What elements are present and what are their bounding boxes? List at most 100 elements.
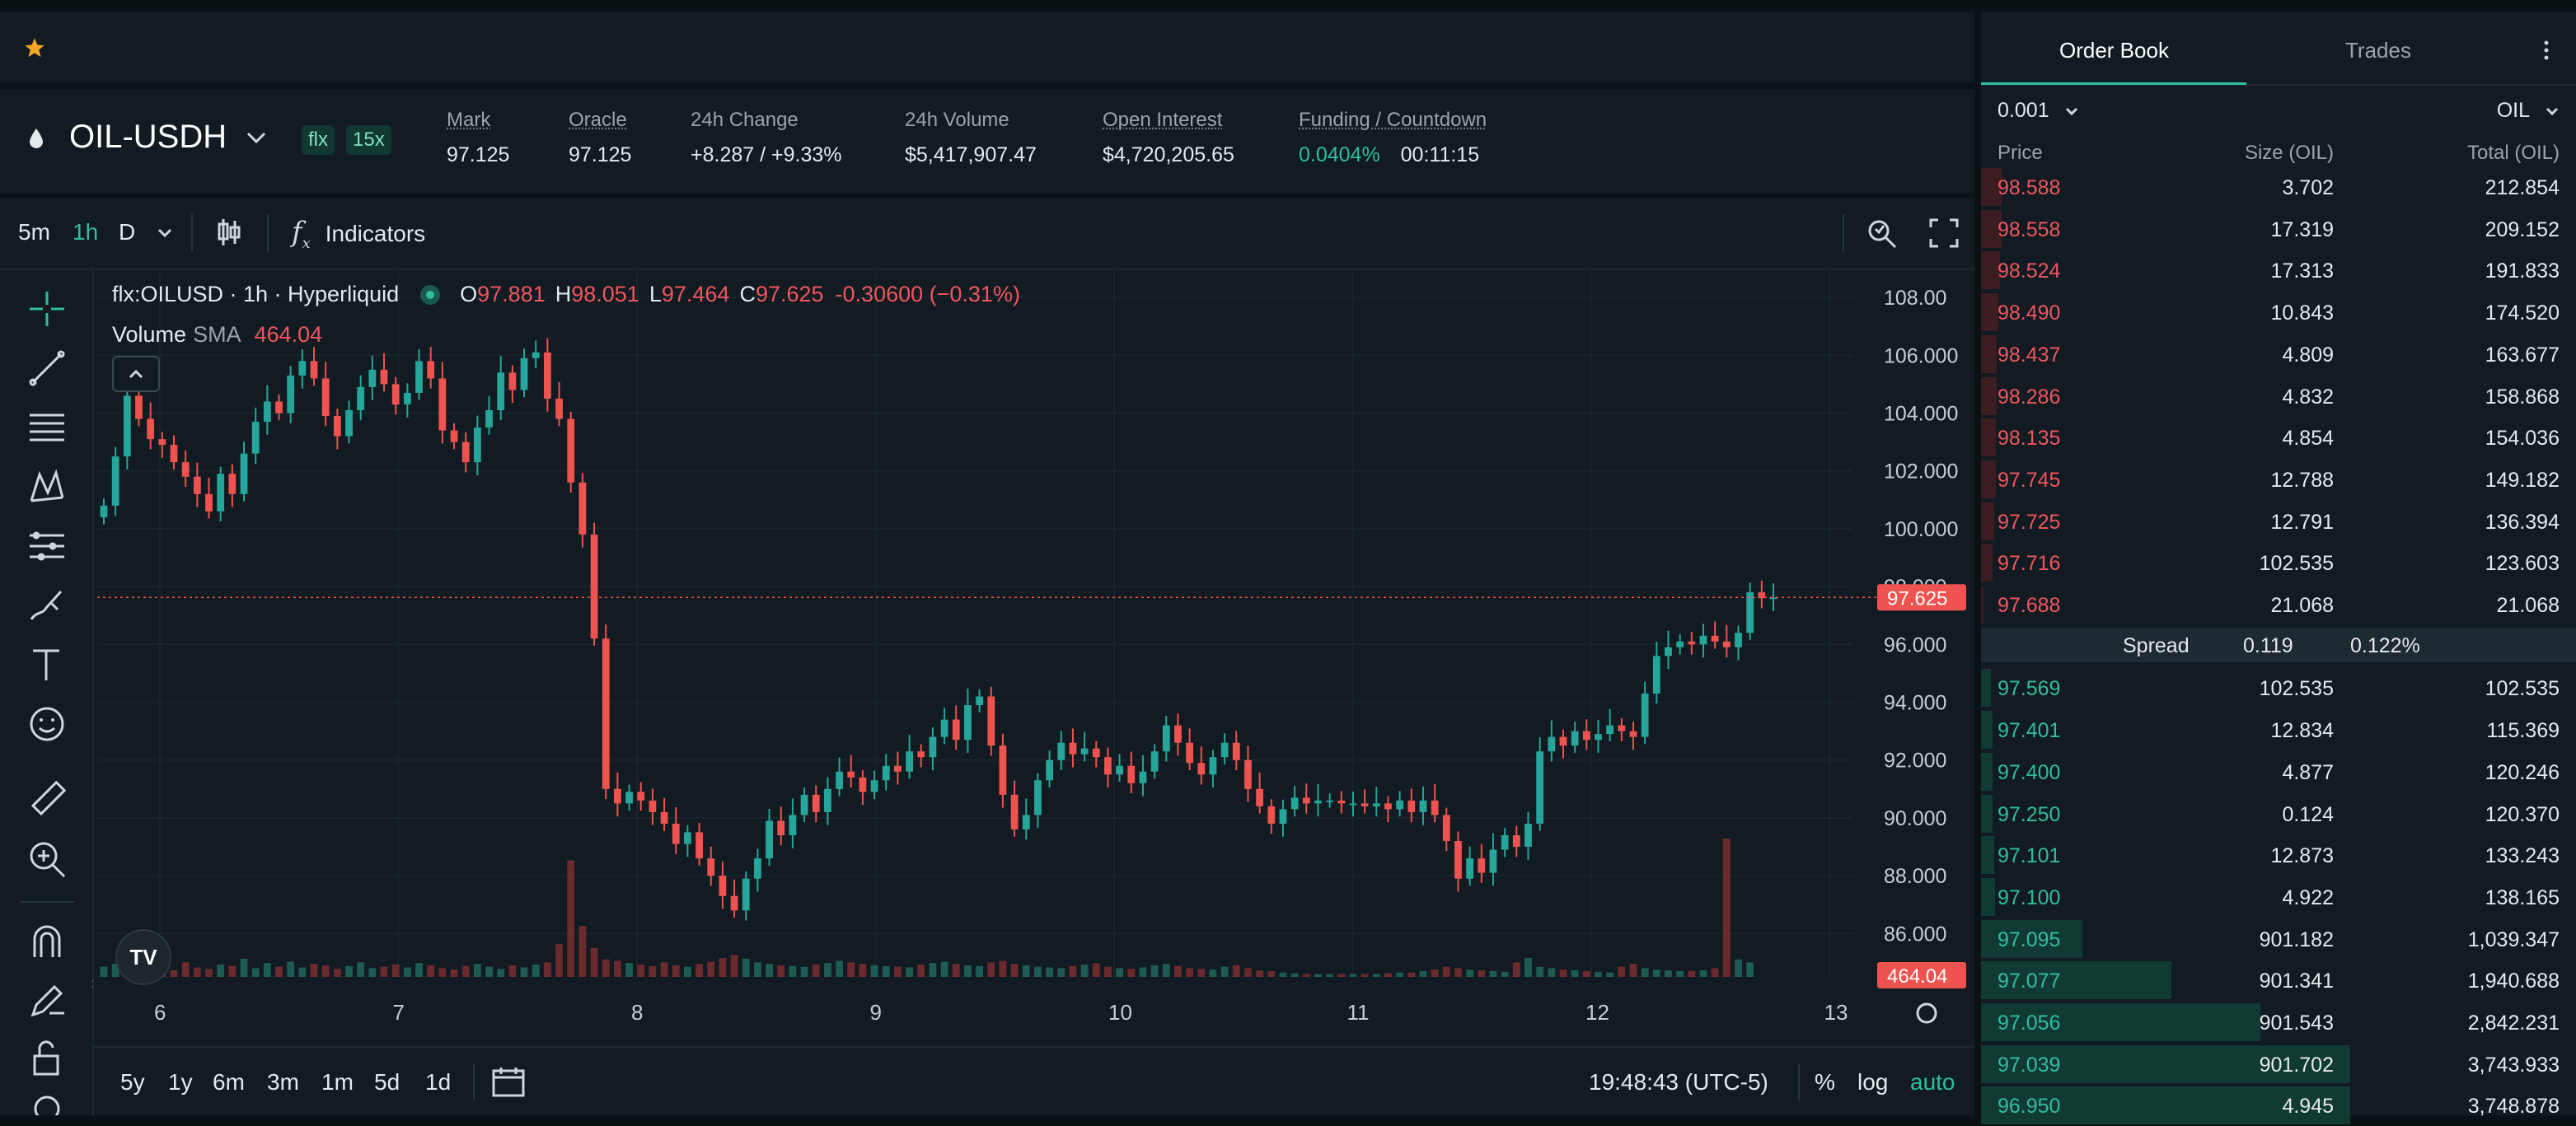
magnet-icon[interactable] [28, 923, 66, 960]
interval-1h[interactable]: 1h [73, 219, 99, 245]
volume-bar [1337, 974, 1346, 977]
range-1d[interactable]: 1d [425, 1069, 452, 1095]
candle-body [1139, 771, 1147, 783]
fib-lines-icon[interactable] [28, 409, 66, 446]
ask-row[interactable]: 97.725 12.791 136.394 [1981, 501, 2576, 542]
symbol-selector[interactable]: OIL-USDH [69, 119, 268, 156]
candle-body [754, 858, 761, 879]
quick-search-icon[interactable] [1866, 217, 1899, 250]
brush-icon[interactable] [28, 586, 66, 624]
range-6m[interactable]: 6m [213, 1069, 245, 1095]
bid-row[interactable]: 97.077 901.341 1,940.688 [1981, 960, 2576, 1001]
date-range-icon[interactable] [491, 1066, 526, 1099]
stat-label: 24h Change [691, 109, 799, 131]
bid-row[interactable]: 97.056 901.543 2,842.231 [1981, 1002, 2576, 1043]
volume-bar [1209, 969, 1217, 977]
tradingview-logo[interactable]: TV [115, 929, 171, 985]
candles-style-icon[interactable] [216, 216, 242, 249]
fullscreen-icon[interactable] [1928, 217, 1960, 249]
y-tick-label: 100.000 [1884, 518, 1958, 541]
ask-row[interactable]: 98.135 4.854 154.036 [1981, 417, 2576, 458]
volume-bar [1665, 970, 1672, 977]
emoji-icon[interactable] [28, 705, 66, 743]
clock-time[interactable]: 19:48:43 (UTC-5) [1589, 1069, 1768, 1095]
row-total: 133.243 [2485, 844, 2560, 868]
depth-bar [1981, 586, 1984, 624]
tab-order-book[interactable]: Order Book [2059, 38, 2169, 63]
range-5y[interactable]: 5y [120, 1069, 145, 1095]
range-3m[interactable]: 3m [267, 1069, 299, 1095]
volume-bar [1536, 966, 1544, 977]
row-size: 12.788 [2270, 468, 2334, 492]
prediction-icon[interactable] [28, 527, 66, 565]
ask-row[interactable]: 97.688 21.068 21.068 [1981, 584, 2576, 625]
volume-bar [1256, 970, 1264, 977]
ask-row[interactable]: 97.716 102.535 123.603 [1981, 542, 2576, 583]
ask-row[interactable]: 98.490 10.843 174.520 [1981, 292, 2576, 333]
bid-row[interactable]: 97.400 4.877 120.246 [1981, 751, 2576, 792]
row-size: 21.068 [2270, 594, 2334, 617]
zoom-in-icon[interactable] [28, 840, 66, 878]
candle-body [1127, 765, 1136, 783]
ohlc-change: -0.30600 (−0.31%) [835, 282, 1020, 306]
tick-size-select[interactable]: 0.001 [1998, 99, 2079, 123]
candle-body [345, 410, 353, 437]
bid-row[interactable]: 97.569 102.535 102.535 [1981, 667, 2576, 708]
chevron-down-icon[interactable] [157, 227, 173, 239]
volume-bar [100, 966, 108, 977]
volume-bar [567, 860, 575, 977]
bid-row[interactable]: 97.101 12.873 133.243 [1981, 834, 2576, 876]
log-toggle[interactable]: log [1857, 1069, 1889, 1095]
volume-bar [1396, 972, 1404, 977]
candle-body [111, 456, 119, 506]
ask-row[interactable]: 98.524 17.313 191.833 [1981, 250, 2576, 291]
star-icon[interactable] [23, 36, 46, 59]
ask-row[interactable]: 98.286 4.832 158.868 [1981, 376, 2576, 417]
trend-line-icon[interactable] [28, 349, 66, 387]
candle-body [1034, 780, 1042, 815]
volume-bar [1419, 970, 1427, 977]
ask-row[interactable]: 98.437 4.809 163.677 [1981, 334, 2576, 375]
tab-trades[interactable]: Trades [2345, 38, 2411, 63]
eye-icon[interactable] [28, 1092, 66, 1115]
unit-select[interactable]: OIL [2497, 99, 2560, 123]
bid-row[interactable]: 96.950 4.945 3,748.878 [1981, 1085, 2576, 1126]
percent-toggle[interactable]: % [1815, 1069, 1835, 1095]
crosshair-icon[interactable] [28, 290, 66, 328]
pattern-icon[interactable] [28, 468, 66, 506]
range-5d[interactable]: 5d [374, 1069, 400, 1095]
volume-bar [1688, 970, 1696, 977]
volume-bar [1104, 966, 1112, 977]
candle-body [987, 696, 995, 746]
candle-body [532, 352, 540, 358]
bid-row[interactable]: 97.039 901.702 3,743.933 [1981, 1044, 2576, 1085]
bid-row[interactable]: 97.401 12.834 115.369 [1981, 709, 2576, 750]
interval-d[interactable]: D [119, 219, 136, 245]
stat-label: Open Interest [1103, 109, 1223, 131]
draw-mode-icon[interactable] [28, 982, 66, 1020]
bid-row[interactable]: 97.100 4.922 138.165 [1981, 876, 2576, 918]
bid-row[interactable]: 97.250 0.124 120.370 [1981, 793, 2576, 834]
more-vertical-icon[interactable] [2541, 40, 2551, 61]
header-size: Size (OIL) [2244, 142, 2334, 164]
row-price: 97.101 [1998, 844, 2061, 868]
candle-body [438, 378, 447, 431]
text-icon[interactable] [30, 647, 63, 682]
range-1m[interactable]: 1m [321, 1069, 354, 1095]
chart-bottom-bar: 5y 1y 6m 3m 1m 5d 1d 19:48:43 (UTC-5) % … [92, 1046, 1974, 1117]
collapse-legend-button[interactable] [112, 356, 160, 392]
volume-bar [1384, 973, 1392, 977]
interval-5m[interactable]: 5m [18, 219, 50, 245]
ask-row[interactable]: 98.588 3.702 212.854 [1981, 166, 2576, 208]
candle-body [450, 430, 458, 442]
bid-row[interactable]: 97.095 901.182 1,039.347 [1981, 918, 2576, 960]
price-chart[interactable]: 108.00106.000104.000102.000100.00098.000… [92, 269, 1974, 1046]
ask-row[interactable]: 97.745 12.788 149.182 [1981, 459, 2576, 500]
auto-toggle[interactable]: auto [1910, 1069, 1955, 1095]
range-1y[interactable]: 1y [168, 1069, 193, 1095]
ask-row[interactable]: 98.558 17.319 209.152 [1981, 208, 2576, 250]
lock-icon[interactable] [28, 1040, 66, 1077]
ruler-icon[interactable] [28, 781, 66, 819]
indicators-button[interactable]: fx Indicators [292, 216, 425, 252]
volume-bar [1454, 968, 1462, 977]
